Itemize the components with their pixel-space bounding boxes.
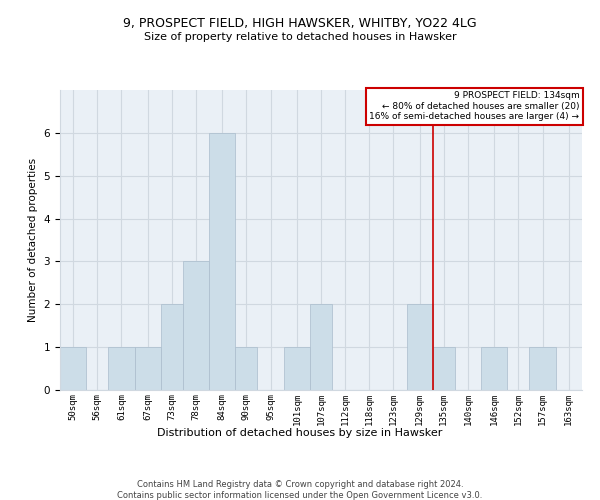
Text: Distribution of detached houses by size in Hawsker: Distribution of detached houses by size … (157, 428, 443, 438)
Bar (481, 347, 508, 390)
Bar (134, 347, 161, 390)
Text: 9 PROSPECT FIELD: 134sqm
← 80% of detached houses are smaller (20)
16% of semi-d: 9 PROSPECT FIELD: 134sqm ← 80% of detach… (370, 92, 580, 122)
Bar (209, 133, 235, 390)
Text: 9, PROSPECT FIELD, HIGH HAWSKER, WHITBY, YO22 4LG: 9, PROSPECT FIELD, HIGH HAWSKER, WHITBY,… (123, 18, 477, 30)
Bar (433, 347, 455, 390)
Text: Contains HM Land Registry data © Crown copyright and database right 2024.: Contains HM Land Registry data © Crown c… (137, 480, 463, 489)
Bar (60, 347, 86, 390)
Bar (310, 304, 332, 390)
Bar (161, 304, 183, 390)
Bar (407, 304, 433, 390)
Bar (529, 347, 556, 390)
Bar (235, 347, 257, 390)
Bar (183, 262, 209, 390)
Bar (108, 347, 134, 390)
Bar (284, 347, 310, 390)
Text: Size of property relative to detached houses in Hawsker: Size of property relative to detached ho… (143, 32, 457, 42)
Text: Contains public sector information licensed under the Open Government Licence v3: Contains public sector information licen… (118, 491, 482, 500)
Y-axis label: Number of detached properties: Number of detached properties (28, 158, 38, 322)
